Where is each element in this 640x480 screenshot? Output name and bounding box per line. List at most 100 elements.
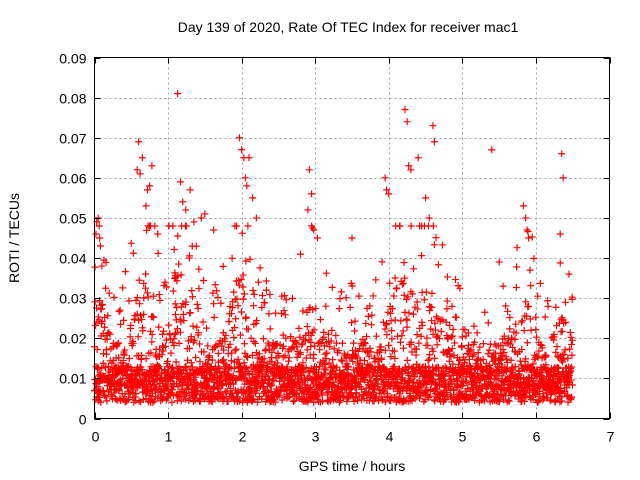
data-point [125, 355, 133, 363]
data-point [127, 321, 135, 329]
data-point [99, 387, 107, 395]
data-point [366, 344, 374, 352]
data-point [177, 271, 185, 279]
data-point [228, 304, 236, 312]
data-point [303, 323, 311, 331]
data-point [556, 230, 564, 238]
data-point [175, 339, 183, 347]
data-point [390, 292, 398, 300]
data-point [180, 317, 188, 325]
data-point [233, 295, 241, 303]
data-point [420, 398, 428, 406]
data-point [242, 352, 250, 360]
data-point [403, 118, 411, 126]
data-point [254, 278, 262, 286]
data-point [103, 350, 111, 358]
data-point [194, 329, 202, 337]
data-point [505, 397, 513, 405]
data-point [557, 315, 565, 323]
data-point [114, 339, 122, 347]
data-point [310, 226, 318, 234]
y-tick-label: 0.05 [59, 211, 86, 227]
data-point [381, 325, 389, 333]
data-point [328, 283, 336, 291]
data-point [552, 348, 560, 356]
data-point [291, 396, 299, 404]
data-point [534, 353, 542, 361]
data-point [465, 356, 473, 364]
data-point [179, 310, 187, 318]
data-point [381, 346, 389, 354]
data-point [240, 290, 248, 298]
data-point [244, 325, 252, 333]
data-point [160, 327, 168, 335]
data-point [400, 291, 408, 299]
data-point [355, 292, 363, 300]
data-point [449, 332, 457, 340]
data-point [365, 352, 373, 360]
data-point [418, 252, 426, 260]
data-point [302, 354, 310, 362]
data-point [98, 317, 106, 325]
data-point [383, 319, 391, 327]
data-point [161, 366, 169, 374]
x-tick-label: 7 [607, 429, 615, 445]
data-point [217, 372, 225, 380]
data-point [423, 334, 431, 342]
data-point [115, 354, 123, 362]
data-point [391, 363, 399, 371]
data-point [168, 398, 176, 406]
data-point [412, 345, 420, 353]
data-point [158, 351, 166, 359]
data-point [448, 345, 456, 353]
data-point [143, 186, 151, 194]
data-point [519, 202, 527, 210]
data-point [507, 356, 515, 364]
data-point [458, 343, 466, 351]
data-point [266, 325, 274, 333]
data-point [443, 305, 451, 313]
data-point [568, 340, 576, 348]
data-point [125, 297, 133, 305]
data-point [141, 284, 149, 292]
data-point [538, 344, 546, 352]
data-point [320, 365, 328, 373]
data-point [295, 324, 303, 332]
data-point [303, 346, 311, 354]
data-point [199, 318, 207, 326]
data-point [310, 351, 318, 359]
data-point [429, 222, 437, 230]
data-point [194, 387, 202, 395]
data-point [147, 349, 155, 357]
data-point [561, 346, 569, 354]
data-point [149, 398, 157, 406]
data-point [302, 363, 310, 371]
data-point [98, 262, 106, 270]
data-point [354, 397, 362, 405]
data-point [95, 222, 103, 230]
data-point [193, 323, 201, 331]
data-point [388, 327, 396, 335]
data-point [567, 367, 575, 375]
data-point [476, 343, 484, 351]
data-point [409, 310, 417, 318]
data-point [316, 346, 324, 354]
data-point [246, 255, 254, 263]
data-point [94, 365, 102, 373]
data-point [131, 372, 139, 380]
data-point [415, 377, 423, 385]
data-point [381, 398, 389, 406]
data-point [529, 396, 537, 404]
data-point [116, 306, 124, 314]
data-point [171, 330, 179, 338]
data-point [426, 351, 434, 359]
data-point [134, 333, 142, 341]
y-tick-label: 0.08 [59, 91, 86, 107]
data-point [369, 292, 377, 300]
data-point [430, 138, 438, 146]
data-point [135, 397, 143, 405]
data-point [280, 307, 288, 315]
data-point [136, 300, 144, 308]
data-point [532, 313, 540, 321]
data-point [138, 366, 146, 374]
